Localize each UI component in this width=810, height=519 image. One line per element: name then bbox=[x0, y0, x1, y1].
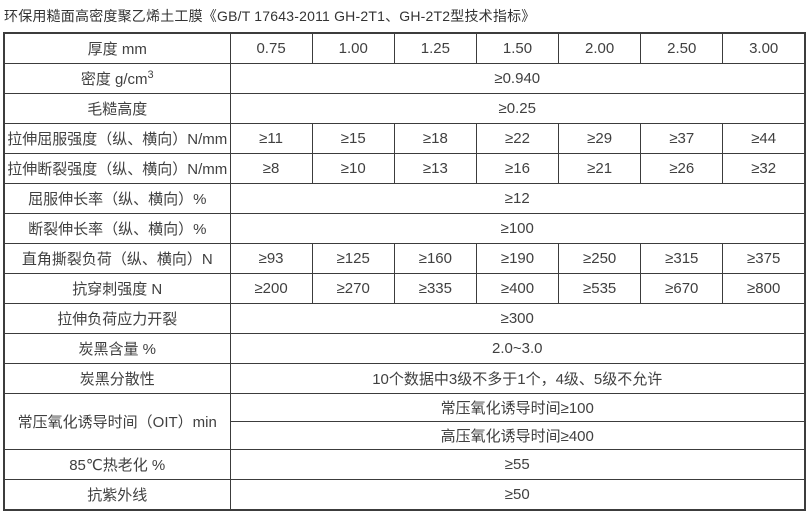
row-label-stress-crack: 拉伸负荷应力开裂 bbox=[3, 303, 231, 334]
heat-aging-value: ≥55 bbox=[229, 449, 806, 480]
page-title: 环保用糙面高密度聚乙烯土工膜《GB/T 17643-2011 GH-2T1、GH… bbox=[4, 8, 536, 24]
oit-normal-value: 常压氧化诱导时间≥100 bbox=[229, 393, 806, 422]
thickness-value-5: 2.50 bbox=[640, 32, 724, 64]
thickness-value-3: 1.50 bbox=[475, 32, 560, 64]
table-row-puncture: 抗穿刺强度 N ≥200 ≥270 ≥335 ≥400 ≥535 ≥670 ≥8… bbox=[3, 273, 806, 304]
row-label-thickness: 厚度 mm bbox=[3, 32, 231, 64]
puncture-value-2: ≥335 bbox=[393, 273, 477, 304]
thickness-value-6: 3.00 bbox=[722, 32, 806, 64]
density-label-superscript: 3 bbox=[147, 69, 154, 81]
row-label-carbon-black-dispersion: 炭黑分散性 bbox=[3, 363, 231, 394]
tensile-break-value-1: ≥10 bbox=[311, 153, 395, 184]
tensile-break-value-3: ≥16 bbox=[475, 153, 560, 184]
table-row-tensile-break: 拉伸断裂强度（纵、横向）N/mm ≥8 ≥10 ≥13 ≥16 ≥21 ≥26 … bbox=[3, 153, 806, 184]
table-row-stress-crack: 拉伸负荷应力开裂 ≥300 bbox=[3, 303, 806, 334]
table-row-density: 密度 g/cm3 ≥0.940 bbox=[3, 63, 806, 94]
row-label-density: 密度 g/cm3 bbox=[3, 63, 231, 94]
puncture-value-1: ≥270 bbox=[311, 273, 395, 304]
oit-high-value: 高压氧化诱导时间≥400 bbox=[229, 421, 806, 450]
rough-height-value: ≥0.25 bbox=[229, 93, 806, 124]
row-label-tensile-break: 拉伸断裂强度（纵、横向）N/mm bbox=[3, 153, 231, 184]
break-elongation-value: ≥100 bbox=[229, 213, 806, 244]
tear-load-value-4: ≥250 bbox=[558, 243, 642, 274]
table-row-tear-load: 直角撕裂负荷（纵、横向）N ≥93 ≥125 ≥160 ≥190 ≥250 ≥3… bbox=[3, 243, 806, 274]
table-row-carbon-black-dispersion: 炭黑分散性 10个数据中3级不多于1个，4级、5级不允许 bbox=[3, 363, 806, 394]
table-row-heat-aging: 85℃热老化 % ≥55 bbox=[3, 449, 806, 480]
density-value: ≥0.940 bbox=[229, 63, 806, 94]
tensile-yield-value-5: ≥37 bbox=[640, 123, 724, 154]
row-label-rough-height: 毛糙高度 bbox=[3, 93, 231, 124]
stress-crack-value: ≥300 bbox=[229, 303, 806, 334]
tensile-yield-value-2: ≥18 bbox=[393, 123, 477, 154]
puncture-value-0: ≥200 bbox=[229, 273, 313, 304]
table-row-oit-high: 高压氧化诱导时间≥400 bbox=[4, 421, 806, 450]
density-label-text: 密度 g/cm bbox=[80, 71, 148, 88]
spec-table: 厚度 mm 0.75 1.00 1.25 1.50 2.00 2.50 3.00… bbox=[3, 32, 806, 511]
tear-load-value-2: ≥160 bbox=[393, 243, 477, 274]
tensile-break-value-4: ≥21 bbox=[558, 153, 642, 184]
tensile-yield-value-0: ≥11 bbox=[229, 123, 313, 154]
table-row-thickness: 厚度 mm 0.75 1.00 1.25 1.50 2.00 2.50 3.00 bbox=[3, 32, 806, 64]
tear-load-value-6: ≥375 bbox=[722, 243, 806, 274]
thickness-value-2: 1.25 bbox=[393, 32, 477, 64]
row-label-yield-elongation: 屈服伸长率（纵、横向）% bbox=[3, 183, 231, 214]
puncture-value-6: ≥800 bbox=[722, 273, 806, 304]
thickness-value-1: 1.00 bbox=[311, 32, 395, 64]
tensile-yield-value-1: ≥15 bbox=[311, 123, 395, 154]
row-label-uv-resistance: 抗紫外线 bbox=[3, 479, 231, 511]
table-row-oit-normal: 常压氧化诱导时间（OIT）min 常压氧化诱导时间≥100 bbox=[3, 393, 806, 450]
tensile-break-value-6: ≥32 bbox=[722, 153, 806, 184]
uv-resistance-value: ≥50 bbox=[229, 479, 806, 511]
row-label-break-elongation: 断裂伸长率（纵、横向）% bbox=[3, 213, 231, 244]
tensile-break-value-2: ≥13 bbox=[393, 153, 477, 184]
table-row-yield-elongation: 屈服伸长率（纵、横向）% ≥12 bbox=[3, 183, 806, 214]
table-row-uv-resistance: 抗紫外线 ≥50 bbox=[3, 479, 806, 511]
yield-elongation-value: ≥12 bbox=[229, 183, 806, 214]
thickness-value-0: 0.75 bbox=[229, 32, 313, 64]
table-row-break-elongation: 断裂伸长率（纵、横向）% ≥100 bbox=[3, 213, 806, 244]
carbon-black-content-value: 2.0~3.0 bbox=[229, 333, 806, 364]
row-label-carbon-black-content: 炭黑含量 % bbox=[3, 333, 231, 364]
puncture-value-3: ≥400 bbox=[475, 273, 560, 304]
tear-load-value-3: ≥190 bbox=[475, 243, 560, 274]
puncture-value-5: ≥670 bbox=[640, 273, 724, 304]
thickness-value-4: 2.00 bbox=[558, 32, 642, 64]
tensile-yield-value-3: ≥22 bbox=[475, 123, 560, 154]
tensile-break-value-0: ≥8 bbox=[229, 153, 313, 184]
row-label-oit: 常压氧化诱导时间（OIT）min bbox=[3, 393, 231, 450]
tear-load-value-1: ≥125 bbox=[311, 243, 395, 274]
tensile-break-value-5: ≥26 bbox=[640, 153, 724, 184]
table-row-rough-height: 毛糙高度 ≥0.25 bbox=[3, 93, 806, 124]
row-label-tensile-yield: 拉伸屈服强度（纵、横向）N/mm bbox=[3, 123, 231, 154]
carbon-black-dispersion-value: 10个数据中3级不多于1个，4级、5级不允许 bbox=[229, 363, 806, 394]
tensile-yield-value-4: ≥29 bbox=[558, 123, 642, 154]
table-row-tensile-yield: 拉伸屈服强度（纵、横向）N/mm ≥11 ≥15 ≥18 ≥22 ≥29 ≥37… bbox=[3, 123, 806, 154]
tear-load-value-0: ≥93 bbox=[229, 243, 313, 274]
table-row-carbon-black-content: 炭黑含量 % 2.0~3.0 bbox=[3, 333, 806, 364]
row-label-heat-aging: 85℃热老化 % bbox=[3, 449, 231, 480]
tensile-yield-value-6: ≥44 bbox=[722, 123, 806, 154]
tear-load-value-5: ≥315 bbox=[640, 243, 724, 274]
row-label-tear-load: 直角撕裂负荷（纵、横向）N bbox=[3, 243, 231, 274]
row-label-puncture: 抗穿刺强度 N bbox=[3, 273, 231, 304]
puncture-value-4: ≥535 bbox=[558, 273, 642, 304]
